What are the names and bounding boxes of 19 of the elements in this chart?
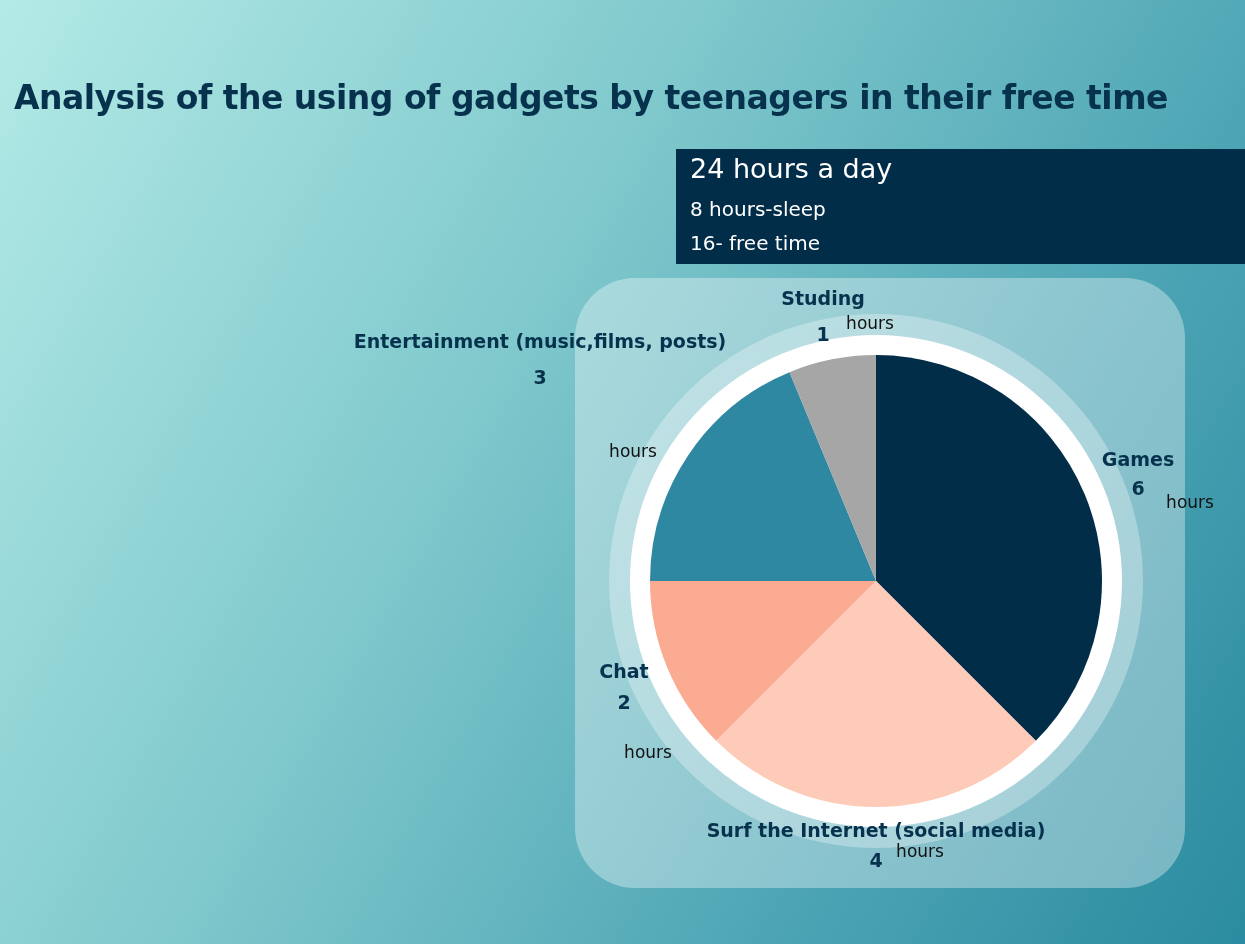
text: hours [1166, 492, 1215, 513]
data-label: 6 [1131, 476, 1145, 499]
slice-label: Chat [599, 659, 649, 682]
slice-label: Surf the Internet (social media) [706, 818, 1046, 841]
slice-label: Games [1101, 447, 1175, 470]
text: hours [896, 841, 945, 862]
data-label: 4 [869, 848, 883, 871]
text: 24 hours a day [690, 153, 893, 184]
slice-label: Entertainment (music,films, posts) [353, 329, 727, 352]
slice-label: Studing [781, 286, 865, 309]
text: hours [624, 742, 673, 763]
text: hours [609, 441, 658, 462]
data-label: 1 [816, 322, 830, 345]
data-label: 2 [617, 690, 631, 713]
chart-title: Analysis of the using of gadgets by teenagers in their free time [14, 78, 1168, 117]
text: hours [846, 313, 895, 334]
data-label: 3 [533, 365, 547, 388]
text: 16- free time [690, 231, 820, 255]
text: 8 hours-sleep [690, 197, 826, 221]
